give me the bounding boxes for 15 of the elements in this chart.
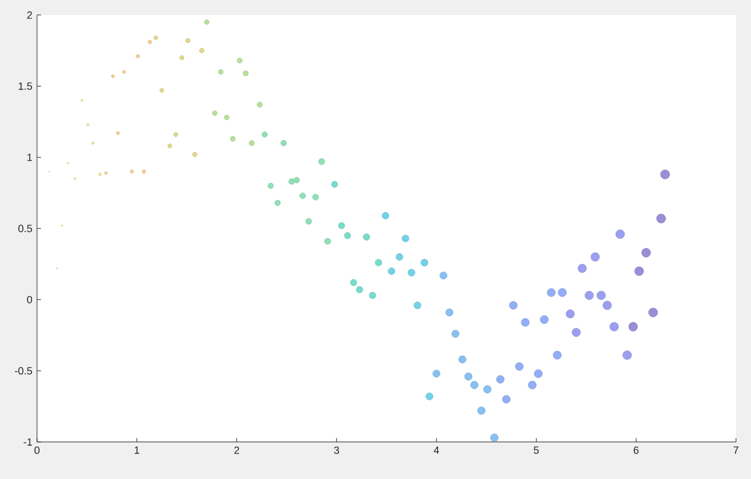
y-tick-label: 0.5: [18, 224, 32, 232]
y-tick-label: -1: [24, 438, 32, 446]
x-tick-label: 7: [734, 446, 738, 454]
y-tick-label: 2: [27, 11, 32, 19]
y-tick-label: -0.5: [14, 367, 32, 375]
y-tick-label: 1.5: [18, 82, 32, 90]
x-tick-label: 3: [334, 446, 340, 454]
x-tick-label: 4: [434, 446, 440, 454]
y-tick-label: 0: [27, 296, 32, 304]
x-tick-label: 0: [34, 446, 40, 454]
x-tick-label: 1: [134, 446, 140, 454]
x-tick-label: 6: [634, 446, 639, 454]
x-tick-label: 5: [534, 446, 539, 454]
y-tick-label: 1: [27, 154, 32, 161]
x-tick-label: 2: [234, 446, 240, 454]
